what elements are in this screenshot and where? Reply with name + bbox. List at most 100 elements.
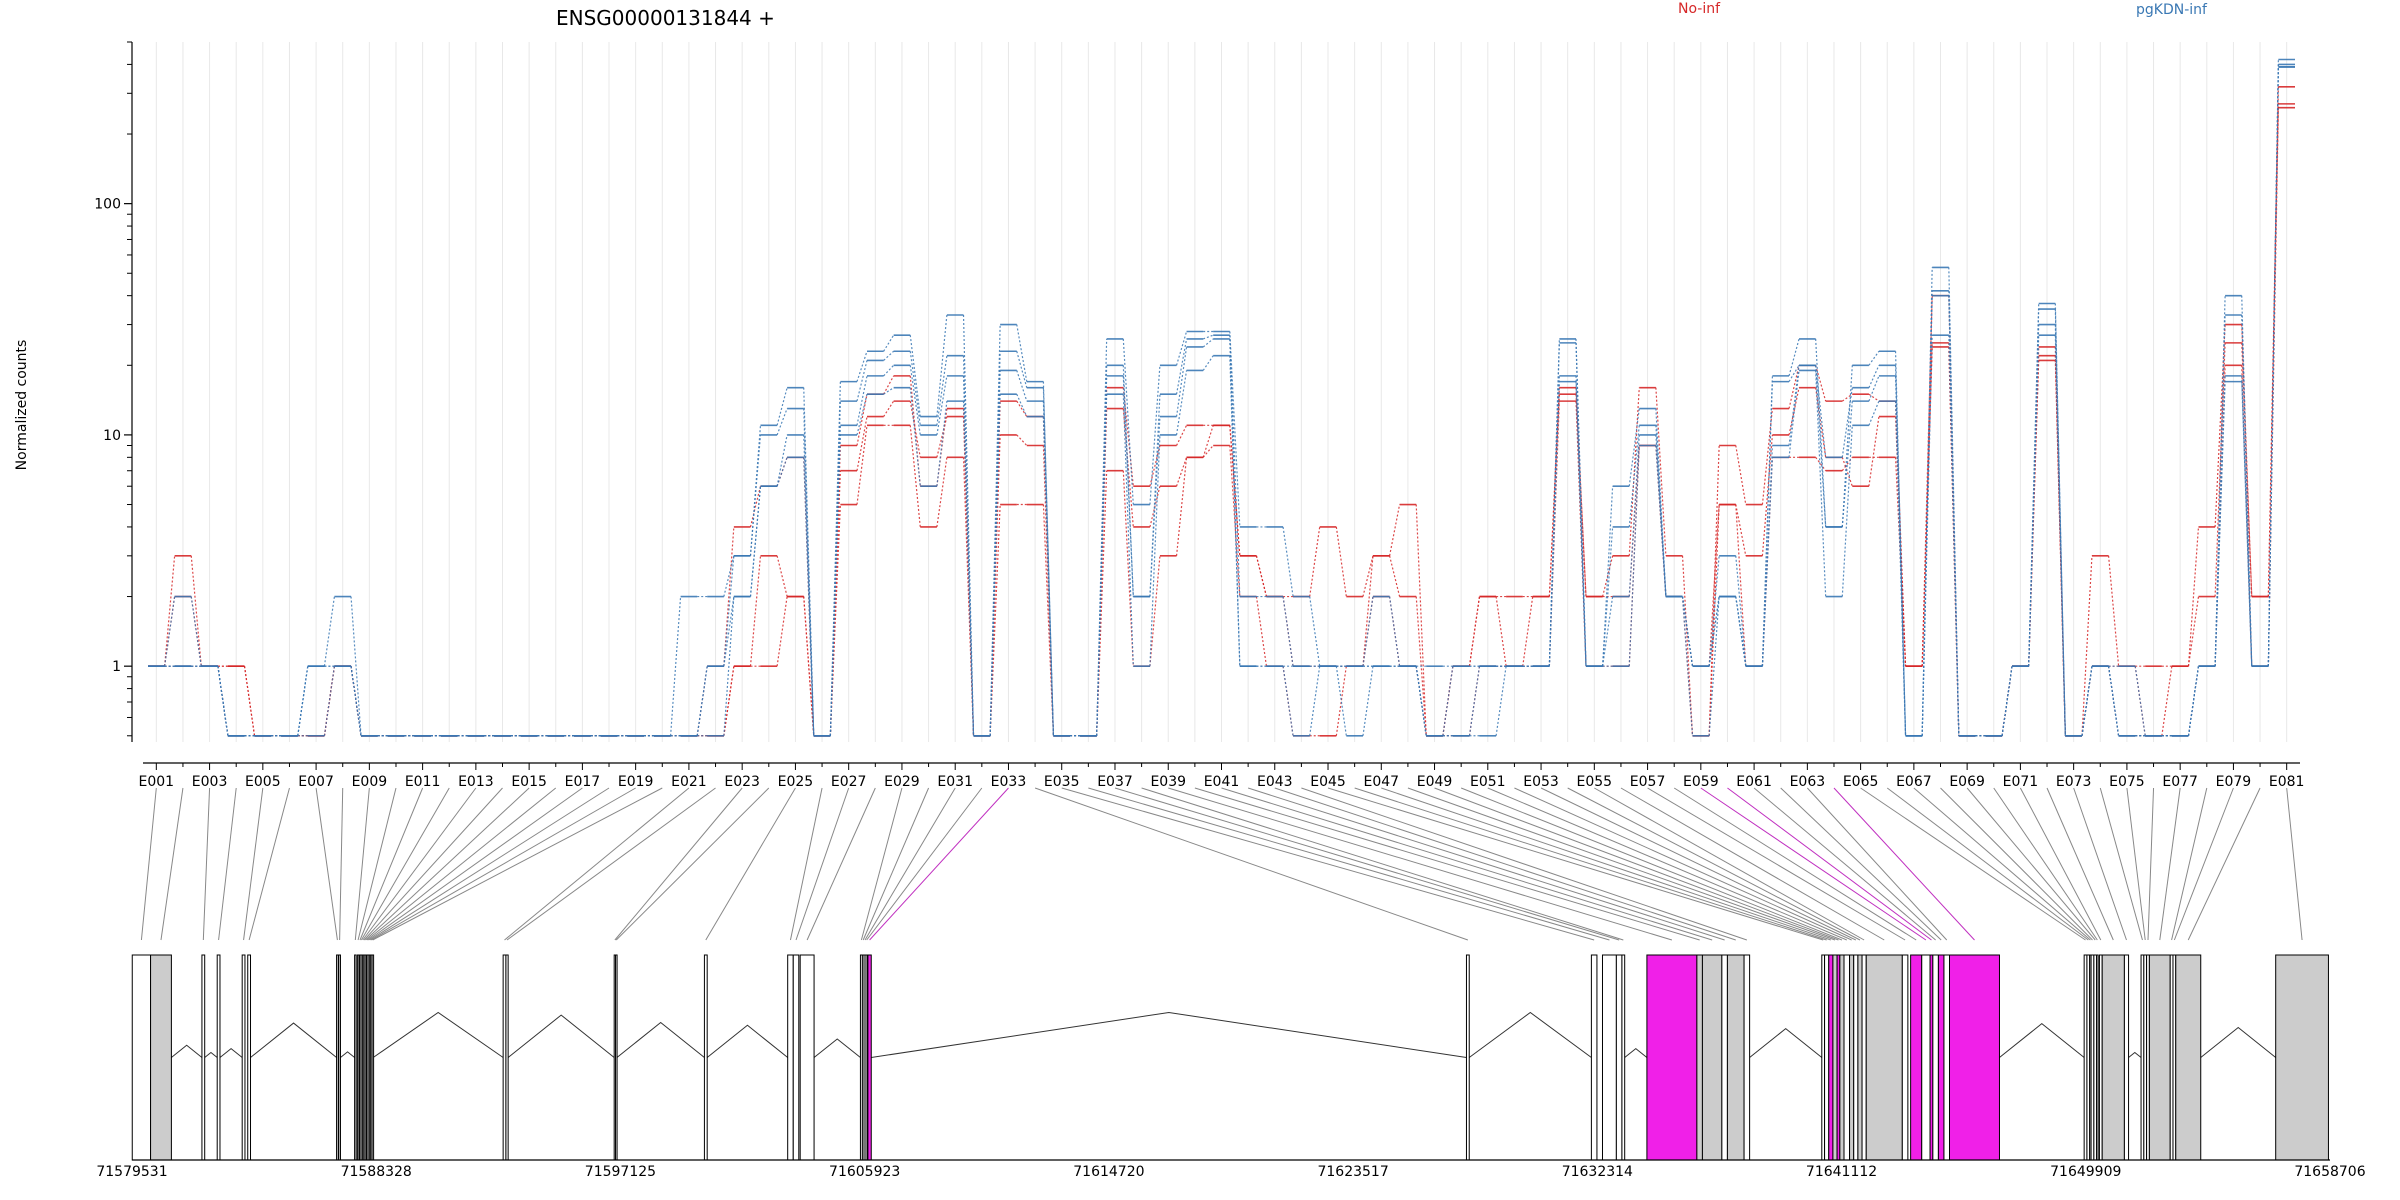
data-connector	[2001, 666, 2013, 736]
exon-tick-label-E001: E001	[139, 774, 175, 790]
connector-E059	[1700, 787, 1927, 941]
data-connector	[1735, 555, 1747, 667]
connector-E027	[795, 787, 850, 941]
connector-E020	[372, 787, 663, 941]
data-connector	[1921, 335, 1933, 736]
exon-tick-label-E069: E069	[1949, 774, 1985, 790]
data-connector	[1681, 596, 1694, 736]
data-connector	[2241, 375, 2253, 667]
data-connector	[1522, 596, 1534, 667]
data-connector	[1788, 364, 1800, 382]
exon-block-E034	[1465, 954, 1470, 1161]
connector-E030	[862, 787, 930, 941]
connector-E034	[1034, 787, 1469, 941]
intron-line	[219, 1047, 243, 1058]
exon-block-E081	[2275, 954, 2329, 1161]
data-connector	[883, 375, 895, 395]
data-connector	[1229, 445, 1241, 597]
exon-block-E022	[505, 954, 509, 1161]
data-connector	[1575, 375, 1587, 667]
connector-E051	[1487, 787, 1847, 941]
exon-tick-label-E033: E033	[991, 774, 1027, 790]
connector-E044	[1301, 787, 1748, 941]
data-connector	[243, 666, 256, 736]
connector-E029	[860, 787, 903, 941]
exon-block-E025	[703, 954, 708, 1161]
connector-E070	[1993, 787, 2098, 941]
exon-tick-label-E043: E043	[1257, 774, 1293, 790]
data-connector	[856, 394, 868, 436]
data-connector	[936, 416, 948, 458]
data-connector	[1042, 445, 1055, 736]
data-connector	[323, 666, 336, 736]
data-connector	[1096, 470, 1108, 736]
connector-E081	[2286, 787, 2303, 941]
data-connector	[856, 375, 868, 426]
exon-tick-label-E027: E027	[831, 774, 867, 790]
data-connector	[1815, 365, 1827, 527]
data-connector	[1016, 351, 1028, 388]
grid-lines	[155, 42, 2288, 742]
data-connector	[1948, 335, 1960, 736]
data-connector	[2107, 555, 2120, 667]
data-connector	[1335, 666, 1347, 736]
exon-block-E056	[1865, 954, 1903, 1161]
data-connector	[723, 555, 735, 597]
data-connector	[989, 504, 1001, 736]
data-connector	[1735, 504, 1747, 667]
genomic-tick-label-71614720: 71614720	[1073, 1164, 1144, 1180]
genomic-tick-label-71588328: 71588328	[341, 1164, 412, 1180]
intron-line	[171, 1044, 203, 1058]
exon-block-E055	[1861, 954, 1867, 1161]
exon-block-E048	[1832, 954, 1838, 1161]
exon-block-E044	[1743, 954, 1751, 1161]
exon-tick-label-E039: E039	[1150, 774, 1186, 790]
connector-E062	[1780, 787, 1942, 941]
intron-line	[1624, 1047, 1648, 1058]
gene-model	[131, 954, 2329, 1161]
connector-E064	[1833, 787, 1975, 941]
data-connector	[2241, 381, 2253, 667]
data-connector	[909, 425, 921, 527]
data-connector	[350, 666, 362, 736]
exon-tick-label-E037: E037	[1097, 774, 1133, 790]
data-connector	[909, 401, 921, 458]
connector-E031	[864, 787, 956, 941]
data-connector	[1868, 375, 1880, 402]
connector-E069	[1966, 787, 2096, 941]
data-connector	[2081, 666, 2093, 736]
exon-block-E058	[1910, 954, 1923, 1161]
data-connector	[1868, 350, 1880, 366]
y-axis: 1 10 100	[94, 41, 133, 742]
data-connector	[350, 666, 362, 736]
data-connector	[323, 596, 336, 667]
intron-line	[2128, 1051, 2142, 1058]
data-connector	[1362, 666, 1374, 736]
exon-tick-label-E049: E049	[1417, 774, 1453, 790]
data-connector	[1655, 445, 1667, 597]
exon-block-E054	[1857, 954, 1863, 1161]
intron-line	[706, 1024, 789, 1058]
connector-E046	[1354, 787, 1827, 941]
data-connector	[1468, 666, 1481, 736]
data-connector	[936, 375, 948, 436]
exon-block-E050	[1839, 954, 1845, 1161]
data-connector	[1016, 324, 1028, 382]
data-connector	[1282, 596, 1294, 667]
data-connector	[1868, 416, 1880, 487]
data-connector	[1841, 401, 1853, 527]
data-connector	[2081, 666, 2093, 736]
connector-E063	[1806, 787, 1948, 941]
exon-block-E073	[2123, 954, 2130, 1161]
data-connector	[1708, 596, 1720, 736]
data-connector	[1708, 445, 1720, 736]
data-connector	[883, 350, 895, 361]
exon-block-E010	[356, 954, 360, 1161]
data-connector	[1282, 596, 1294, 667]
data-connector	[856, 351, 868, 382]
legend-label-pgkdn-inf: pgKDN-inf	[2136, 2, 2208, 18]
exon-block-E072	[2101, 954, 2125, 1161]
data-connector	[2054, 335, 2066, 736]
connector-E066	[1886, 787, 2089, 941]
exon-tick-label-E063: E063	[1790, 774, 1826, 790]
